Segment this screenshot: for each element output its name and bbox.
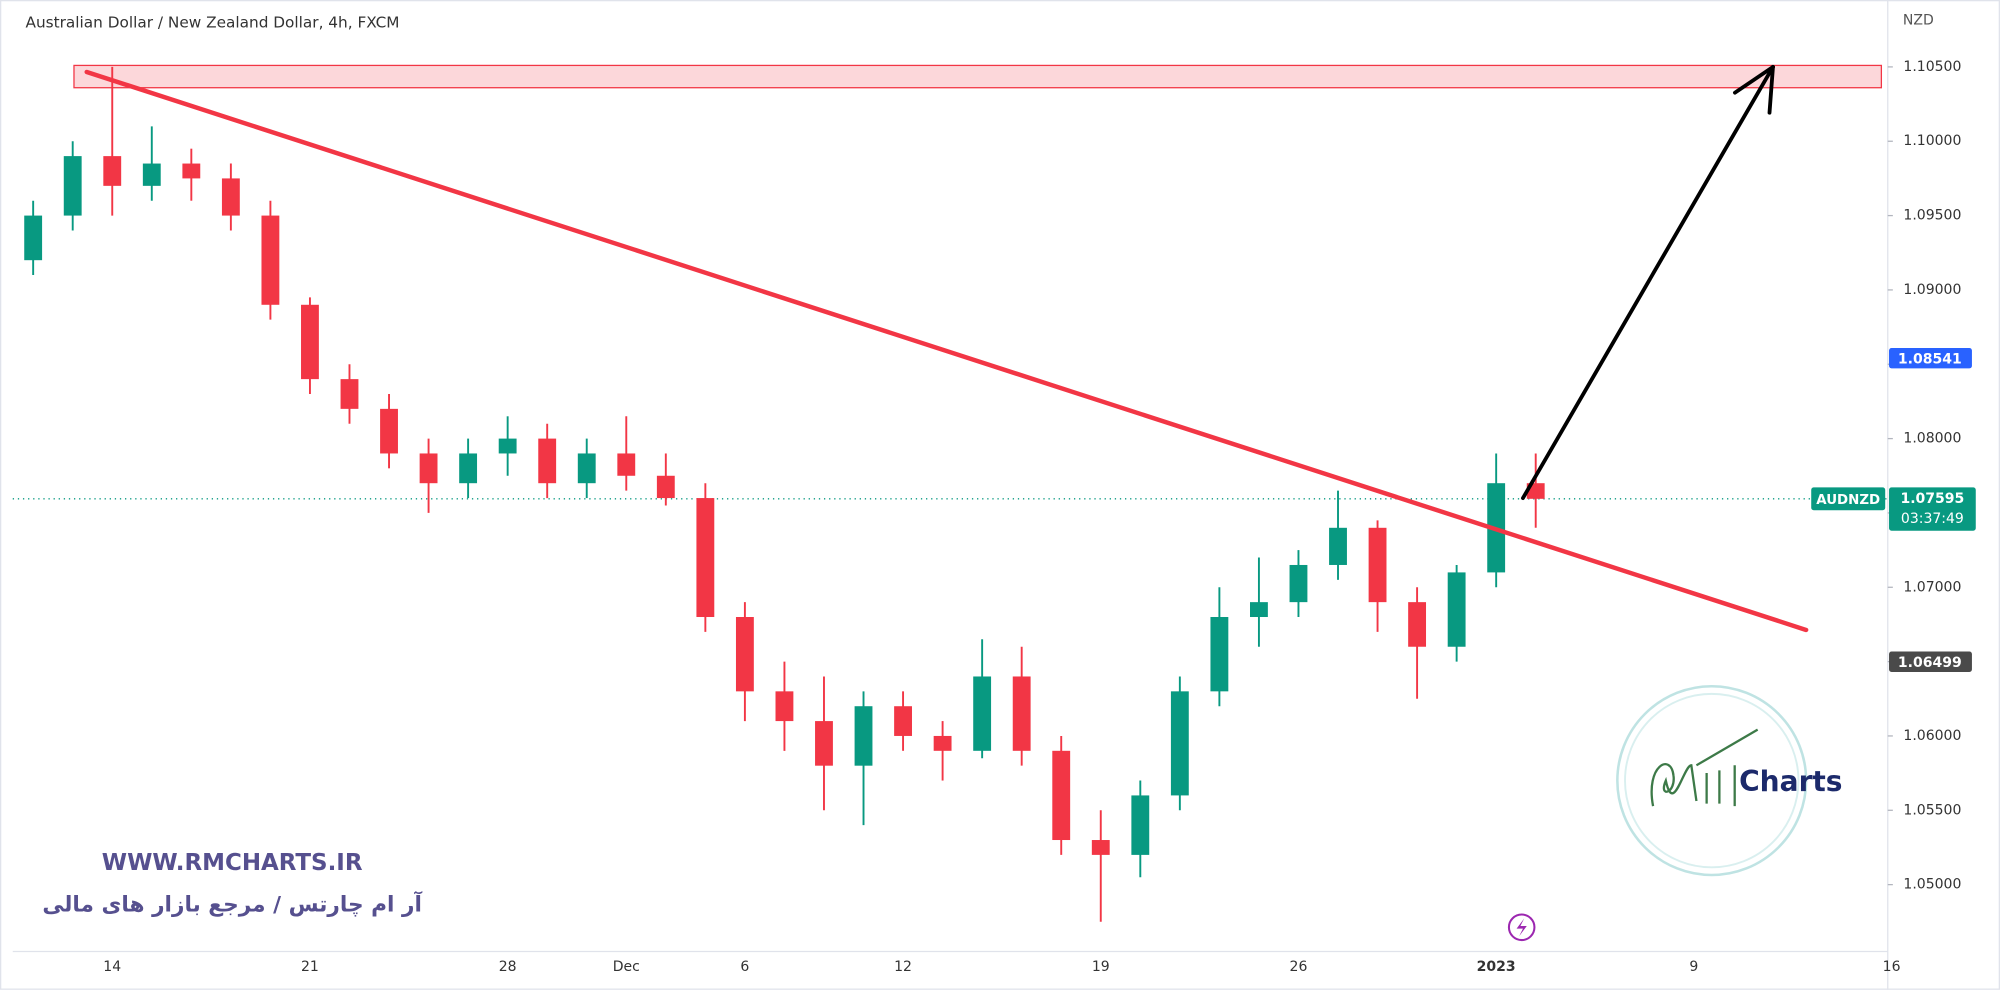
x-tick-label: 14 (103, 959, 121, 975)
y-tick-label: 1.07000 (1903, 579, 1961, 595)
x-tick-label: Dec (613, 959, 640, 975)
candle-body (261, 215, 280, 305)
candle-body (380, 408, 398, 454)
candle-body (340, 379, 359, 409)
y-tick-label: 1.09000 (1903, 282, 1961, 298)
candle-body (1447, 572, 1466, 647)
candle-body (1250, 602, 1268, 618)
candle-body (419, 453, 438, 484)
logo-mark (1650, 728, 1759, 807)
candle-body (182, 163, 201, 179)
candle-body (1091, 840, 1110, 855)
y-tick-label: 1.10500 (1903, 59, 1961, 75)
candle-body (1289, 564, 1308, 603)
current-price-badge (1889, 487, 1976, 531)
candle-body (933, 735, 952, 751)
price-badge-label: 1.08541 (1898, 351, 1962, 367)
candle-body (775, 691, 794, 722)
watermark-tagline: آر ام چارتس / مرجع بازار های مالی (42, 891, 422, 918)
currency: NZD (1903, 12, 1934, 28)
x-tick-label: 26 (1290, 959, 1308, 975)
countdown-label: 03:37:49 (1901, 511, 1964, 527)
arrow-head (1733, 64, 1775, 95)
projection-arrow (1521, 64, 1775, 500)
candle-body (63, 156, 82, 216)
resistance-zone (73, 64, 1883, 89)
x-tick-label: 21 (301, 959, 319, 975)
candle-body (656, 475, 675, 499)
x-tick-label: 28 (499, 959, 517, 975)
candle-body (1210, 617, 1229, 692)
logo-ring (1616, 684, 1808, 877)
x-tick-label: 2023 (1477, 959, 1516, 975)
x-tick-label: 9 (1689, 959, 1698, 975)
y-tick-label: 1.05000 (1903, 877, 1961, 893)
candle-body (894, 706, 912, 736)
price-badge-label: 1.06499 (1898, 655, 1962, 671)
y-tick-label: 1.10000 (1903, 133, 1961, 149)
symbol-label: AUDNZD (1816, 493, 1880, 508)
y-tick-label: 1.09500 (1903, 208, 1961, 224)
arrow-head (1767, 64, 1775, 115)
candle-body (221, 178, 240, 216)
price-badge (1889, 651, 1972, 672)
x-tick-label: 16 (1883, 959, 1901, 975)
logo-text: Charts (1739, 765, 1842, 798)
candle-body (1170, 691, 1189, 796)
candle-body (617, 453, 636, 476)
candle-body (696, 498, 715, 618)
candle-body (103, 156, 122, 186)
candle-body (815, 721, 833, 766)
logo: Charts (1616, 684, 1843, 877)
candle-body (142, 163, 161, 186)
lightning-icon[interactable] (1507, 913, 1536, 942)
candle-body (1012, 676, 1031, 751)
watermark-url: WWW.RMCHARTS.IR (102, 850, 363, 876)
x-tick-label: 12 (894, 959, 912, 975)
watermark: WWW.RMCHARTS.IR آر ام چارتس / مرجع بازار… (42, 850, 422, 918)
candle-body (1052, 750, 1071, 841)
candle-body (301, 304, 319, 380)
y-tick-label: 1.06000 (1903, 728, 1961, 744)
current-price-label: 1.07595 (1900, 491, 1964, 507)
candle-body (973, 676, 992, 751)
x-tick-label: 6 (740, 959, 749, 975)
y-tick-label: 1.08000 (1903, 431, 1961, 447)
candle-body (735, 617, 754, 692)
chart-title: Australian Dollar / New Zealand Dollar, … (26, 13, 400, 31)
y-tick-label: 1.05500 (1903, 802, 1961, 818)
candle-body (538, 438, 557, 484)
candle-body (1329, 527, 1347, 565)
candle-body (1131, 795, 1150, 855)
candle-body (1408, 602, 1427, 647)
candle-body (577, 453, 596, 484)
trendline (84, 69, 1809, 633)
candle-body (1368, 527, 1387, 603)
x-tick-label: 19 (1092, 959, 1110, 975)
price-badge (1889, 347, 1972, 369)
candle-body (854, 706, 873, 766)
candle-body (498, 438, 517, 454)
candle-body (24, 215, 43, 261)
symbol-badge (1811, 487, 1886, 511)
icon-bolt (1516, 918, 1527, 937)
icon-circle (1507, 913, 1536, 942)
candle-body (459, 453, 478, 484)
logo-ring (1624, 692, 1800, 869)
